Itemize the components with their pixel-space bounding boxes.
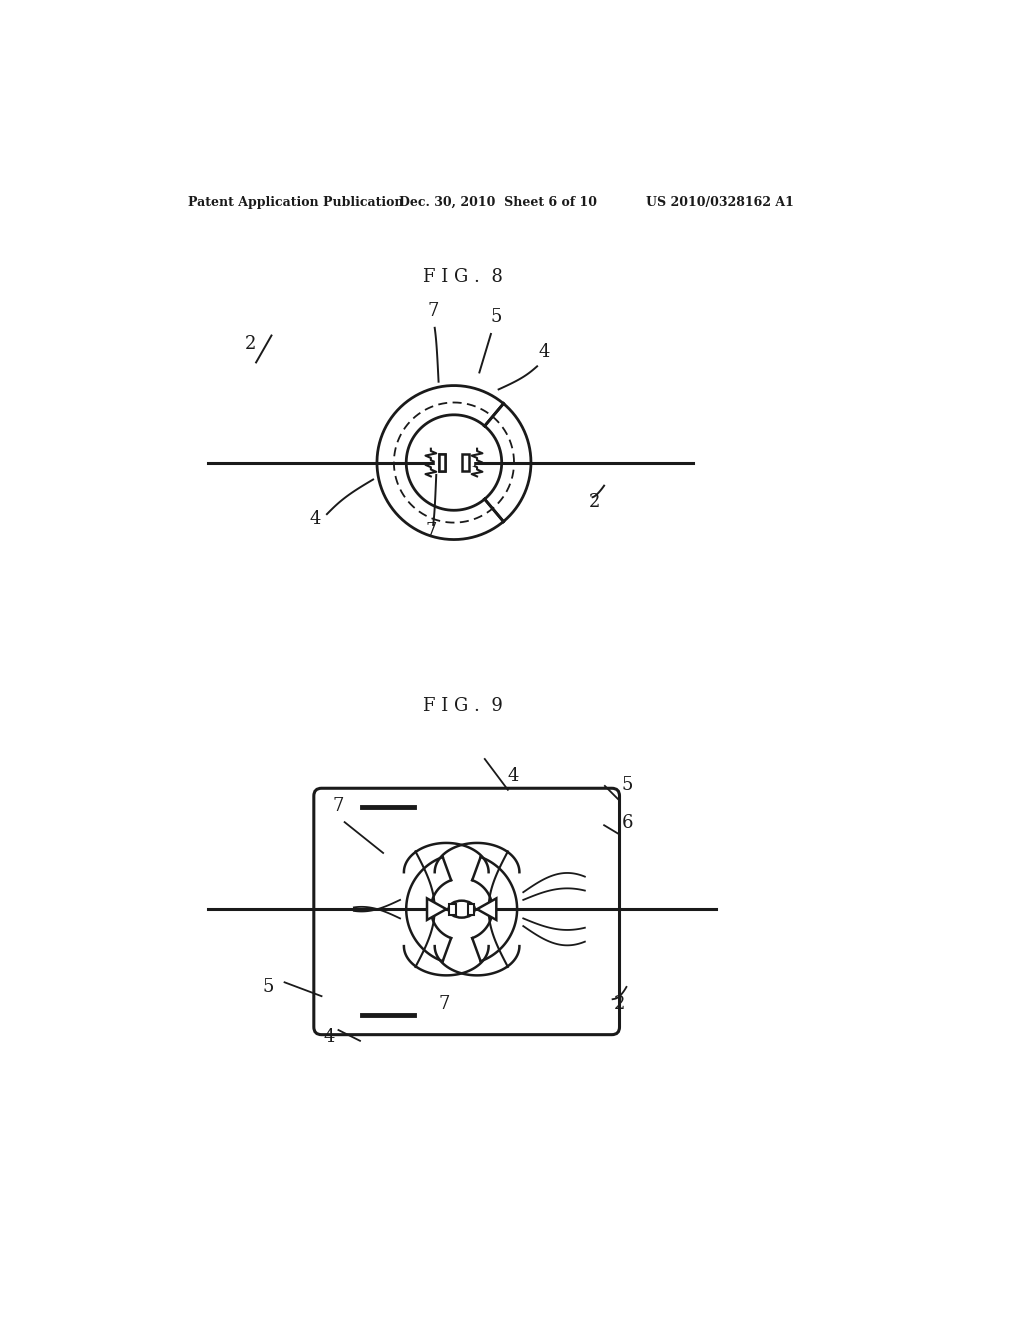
Text: F I G .  9: F I G . 9 bbox=[423, 697, 503, 715]
Text: 4: 4 bbox=[323, 1028, 335, 1047]
Text: 4: 4 bbox=[508, 767, 519, 784]
Bar bbox=[450, 904, 456, 915]
Text: 7: 7 bbox=[438, 995, 450, 1014]
Text: 7: 7 bbox=[425, 521, 437, 540]
Text: Dec. 30, 2010  Sheet 6 of 10: Dec. 30, 2010 Sheet 6 of 10 bbox=[398, 197, 597, 209]
Polygon shape bbox=[427, 899, 446, 920]
Text: 4: 4 bbox=[539, 343, 550, 362]
Text: 5: 5 bbox=[263, 978, 274, 995]
Text: US 2010/0328162 A1: US 2010/0328162 A1 bbox=[646, 197, 795, 209]
Polygon shape bbox=[477, 899, 497, 920]
Polygon shape bbox=[435, 461, 473, 465]
FancyBboxPatch shape bbox=[313, 788, 620, 1035]
Text: F I G .  8: F I G . 8 bbox=[423, 268, 503, 285]
Text: 7: 7 bbox=[333, 797, 344, 816]
Text: 2: 2 bbox=[245, 335, 256, 354]
Bar bbox=[468, 904, 474, 915]
Text: 7: 7 bbox=[427, 302, 438, 321]
Text: 4: 4 bbox=[310, 510, 322, 528]
Bar bbox=[438, 454, 445, 471]
Bar bbox=[463, 454, 469, 471]
Text: 2: 2 bbox=[614, 995, 626, 1014]
Text: 2: 2 bbox=[589, 494, 600, 511]
Text: 6: 6 bbox=[622, 814, 633, 833]
Text: Patent Application Publication: Patent Application Publication bbox=[188, 197, 403, 209]
Bar bbox=[438, 454, 445, 471]
Text: 5: 5 bbox=[622, 776, 633, 793]
Text: 5: 5 bbox=[490, 309, 503, 326]
Ellipse shape bbox=[449, 900, 475, 917]
